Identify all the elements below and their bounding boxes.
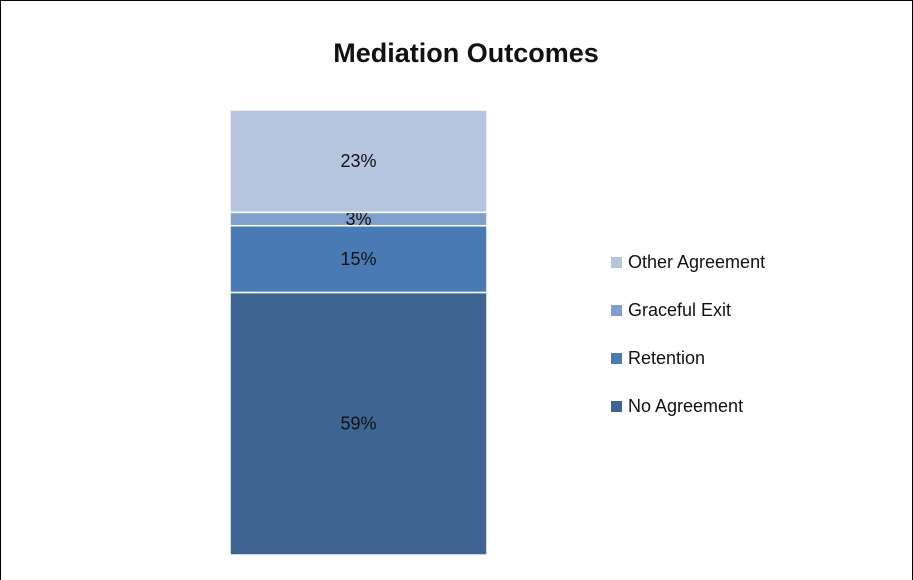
data-label: 3%: [345, 209, 371, 229]
legend-label: Graceful Exit: [628, 300, 731, 320]
bar-segment: [229, 224, 488, 294]
bar-segment: [229, 291, 488, 556]
legend-label: No Agreement: [628, 396, 743, 416]
legend-swatch: [611, 401, 622, 412]
data-label: 15%: [340, 249, 376, 269]
bar-segment: [229, 109, 488, 214]
data-label: 59%: [340, 413, 376, 433]
legend-swatch: [611, 305, 622, 316]
legend-swatch: [611, 353, 622, 364]
chart-title: Mediation Outcomes: [333, 38, 599, 68]
legend-label: Retention: [628, 348, 705, 368]
legend-label: Other Agreement: [628, 252, 765, 272]
data-label: 23%: [340, 151, 376, 171]
legend-swatch: [611, 257, 622, 268]
